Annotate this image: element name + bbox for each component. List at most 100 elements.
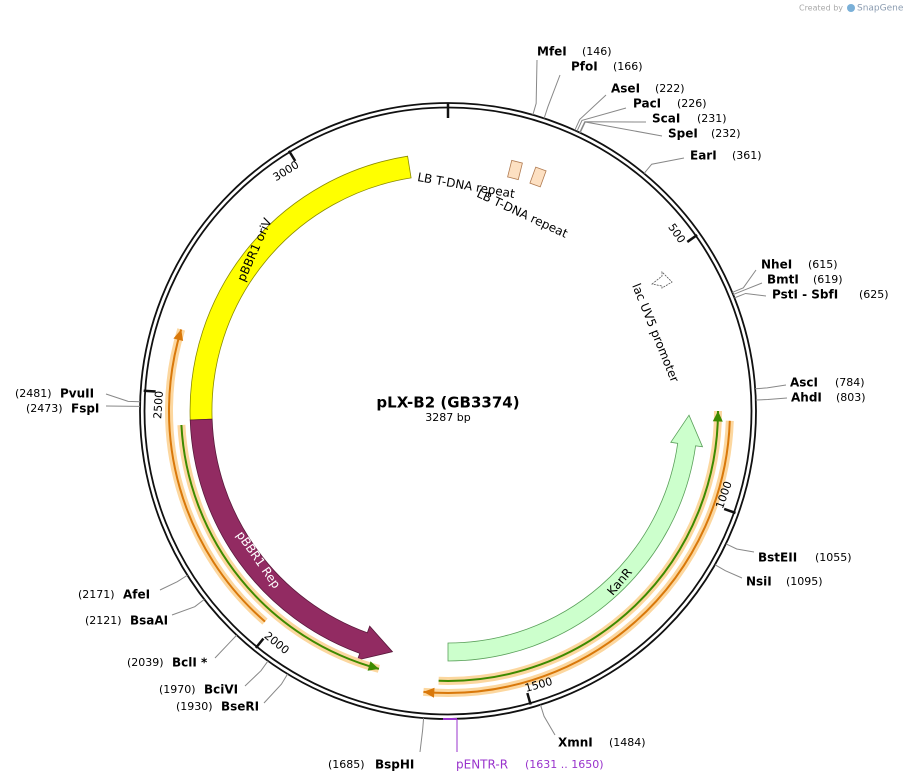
site-name: BseRI (221, 700, 259, 714)
site-position: (2121) (85, 614, 122, 627)
site-name: MfeI (537, 45, 567, 59)
tick-label: 2000 (262, 629, 292, 657)
primer-label: pENTR-R (456, 758, 508, 772)
site-name: XmnI (558, 736, 593, 750)
tick-label: 2500 (151, 390, 166, 419)
site-name: BspHI (375, 758, 414, 772)
tick-mark (254, 637, 265, 649)
site-position: (166) (613, 60, 643, 73)
site-name: FspI (71, 402, 99, 416)
site-position: (1095) (786, 575, 823, 588)
site-leader (725, 543, 755, 553)
site-position: (231) (697, 112, 727, 125)
site-position: (2171) (78, 588, 115, 601)
site-name: AfeI (123, 588, 150, 602)
feature-rep (189, 418, 394, 661)
site-name: SpeI (668, 127, 698, 141)
tick-mark (686, 233, 698, 243)
arc-line (423, 420, 731, 694)
site-name: EarI (690, 149, 717, 163)
arc-line (180, 424, 380, 670)
site-leader (732, 269, 757, 293)
map-length: 3287 bp (425, 411, 470, 424)
site-position: (1055) (815, 551, 852, 564)
site-leader (419, 717, 425, 753)
site-position: (1930) (176, 700, 213, 713)
tick-mark (287, 150, 297, 162)
tick-mark (526, 692, 532, 705)
site-position: (1685) (328, 758, 365, 771)
site-name: AscI (790, 376, 818, 390)
site-leader (171, 598, 205, 616)
arc-line (438, 410, 719, 682)
tick-label: 500 (665, 221, 688, 246)
feature-label: lac UV5 promoter (629, 281, 681, 384)
site-leader (755, 397, 788, 401)
site-position: (803) (836, 391, 866, 404)
site-name: NheI (761, 258, 792, 272)
site-name: AhdI (791, 391, 822, 405)
site-position: (619) (813, 273, 843, 286)
feature-lb (507, 159, 523, 181)
site-position: (1484) (609, 736, 646, 749)
site-leader (714, 564, 743, 579)
site-name: BmtI (767, 273, 799, 287)
site-name: PacI (633, 97, 661, 111)
site-name: PfoI (571, 60, 598, 74)
arc-head (367, 661, 379, 671)
site-position: (2473) (26, 402, 63, 415)
brand: SnapGene (857, 4, 904, 14)
site-leader (574, 94, 607, 131)
site-leader (263, 673, 289, 704)
site-leader (105, 393, 141, 403)
site-position: (625) (859, 288, 889, 301)
site-leader (579, 121, 663, 137)
arc-line (168, 329, 266, 623)
site-name: NsiI (746, 575, 772, 589)
feature-kanr (447, 414, 704, 662)
site-position: (361) (732, 149, 762, 162)
site-leader (244, 660, 269, 687)
map-title: pLX-B2 (GB3374) (376, 394, 519, 412)
site-leader (732, 282, 763, 296)
feature-label: LB T-DNA repeat (475, 186, 571, 241)
primer-range: (1631 .. 1650) (525, 758, 604, 771)
site-position: (232) (711, 127, 741, 140)
site-position: (226) (677, 97, 707, 110)
logo (847, 4, 855, 12)
site-leader (734, 292, 767, 299)
site-name: BciVI (204, 683, 238, 697)
arc-head (712, 411, 723, 422)
tick-mark (143, 389, 156, 393)
site-position: (2039) (127, 656, 164, 669)
site-leader (532, 59, 538, 116)
site-leader (214, 634, 238, 659)
site-name: BstEII (758, 551, 797, 565)
site-position: (615) (808, 258, 838, 271)
site-name: PstI - SbfI (772, 288, 838, 302)
credit: Created by (799, 4, 843, 13)
tick-mark (723, 507, 736, 515)
site-name: BclI * (172, 656, 208, 670)
site-position: (222) (655, 82, 685, 95)
site-name: ScaI (652, 112, 680, 126)
site-leader (159, 574, 188, 591)
site-leader (576, 107, 627, 132)
site-leader (755, 384, 787, 390)
site-name: PvuII (60, 387, 94, 401)
site-name: BsaAI (130, 614, 168, 628)
site-position: (2481) (15, 387, 52, 400)
site-leader (579, 121, 647, 133)
site-position: (784) (835, 376, 865, 389)
feature-lb (529, 166, 547, 188)
site-leader (543, 74, 561, 119)
site-name: AseI (611, 82, 640, 96)
site-position: (1970) (159, 683, 196, 696)
feature-oriv (189, 155, 412, 421)
site-position: (146) (582, 45, 612, 58)
site-leader (643, 157, 685, 174)
arc-head (423, 687, 435, 698)
site-leader (539, 704, 556, 736)
arc-head (173, 329, 184, 341)
